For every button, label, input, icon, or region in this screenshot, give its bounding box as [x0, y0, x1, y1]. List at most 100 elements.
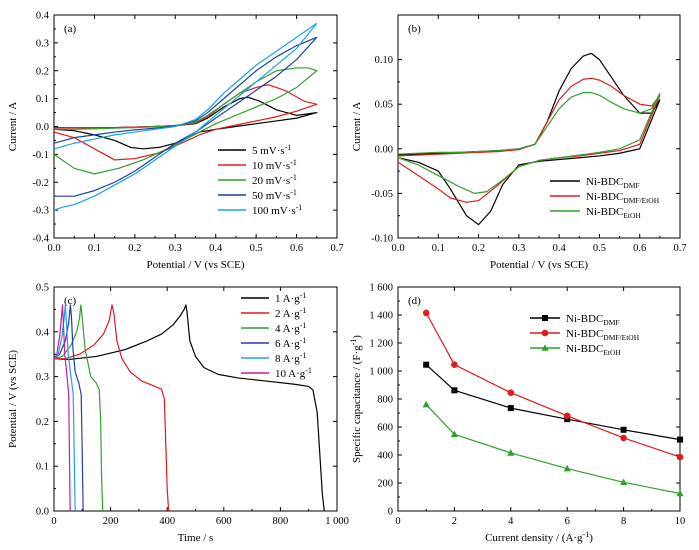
legend-entry: Ni-BDCDMF — [586, 176, 640, 190]
x-tick-label: 0.5 — [593, 243, 606, 254]
y-tick-label: -0.4 — [32, 234, 49, 245]
y-tick-label: 1 600 — [369, 283, 393, 294]
y-tick-label: 0.2 — [36, 417, 49, 428]
y-tick-label: 0.3 — [36, 372, 49, 383]
legend-entry: 10 mV·s-1 — [252, 158, 297, 172]
y-tick-label: 400 — [377, 451, 393, 462]
x-tick-label: 0 — [51, 516, 56, 527]
data-point — [450, 430, 458, 438]
y-tick-label: -0.10 — [371, 234, 393, 245]
series-line-3 — [53, 304, 104, 512]
y-axis-label: Specific capacitance / (F·g-1) — [349, 335, 363, 463]
y-tick-label: 0.2 — [36, 66, 49, 77]
y-tick-label: 0 — [388, 507, 393, 518]
series-line-2 — [54, 304, 170, 512]
x-tick-label: 0.2 — [472, 243, 485, 254]
x-tick-label: 200 — [103, 516, 119, 527]
data-point — [563, 464, 571, 472]
legend-entry: 1 A·g-1 — [275, 291, 306, 305]
x-tick-label: 2 — [452, 516, 457, 527]
x-tick-label: 0.4 — [209, 243, 223, 254]
legend-marker — [542, 315, 548, 321]
x-tick-label: 0.0 — [391, 243, 404, 254]
y-tick-label: -0.1 — [32, 150, 49, 161]
series-line-1 — [425, 364, 681, 441]
data-point — [564, 416, 571, 423]
x-tick-label: 0.3 — [512, 243, 525, 254]
legend-entry: 100 mV·s-1 — [252, 203, 302, 217]
plot-frame — [397, 286, 681, 512]
series-line-2 — [397, 77, 661, 203]
data-point — [563, 412, 571, 420]
y-tick-label: 800 — [377, 395, 393, 406]
y-tick-label: 0.3 — [36, 38, 49, 49]
x-tick-label: 1 000 — [325, 516, 349, 527]
x-tick-label: 800 — [273, 516, 289, 527]
legend-entry: 20 mV·s-1 — [252, 173, 297, 187]
panel-3-chart: 0 200 400 600 800 1 000 0.0 0.1 0.2 0.3 0.4 0.5 Time… — [7, 283, 349, 545]
y-tick-label: 0.1 — [36, 94, 49, 105]
legend-entry: Ni-BDCEtOH — [566, 343, 621, 357]
y-axis-label: Current / A — [7, 102, 19, 152]
x-tick-label: 400 — [159, 516, 175, 527]
y-tick-label: -0.2 — [32, 178, 49, 189]
y-tick-label: 0.0 — [36, 507, 49, 518]
series-line-5 — [53, 22, 318, 211]
legend-entry: Ni-BDCEtOH — [586, 206, 641, 220]
panel-1-chart: 0.0 0.1 0.2 0.3 0.4 0.5 0.6 0.7 -0.4 -0.3 -0.2 -0.1… — [7, 11, 344, 272]
data-point — [677, 436, 683, 443]
panel-2-chart: 0.0 0.1 0.2 0.3 0.4 0.5 0.6 0.7 -0.10 -0.05 0.00 0.… — [351, 14, 687, 271]
data-point — [423, 361, 430, 368]
legend-entry: 10 A·g-1 — [275, 366, 312, 380]
y-axis-label: Current / A — [351, 102, 363, 152]
y-tick-label: 1 400 — [369, 311, 393, 322]
x-tick-label: 4 — [508, 516, 514, 527]
y-tick-label: 0.4 — [36, 327, 50, 338]
data-point — [676, 453, 684, 461]
data-point — [620, 478, 628, 486]
y-tick-label: -0.05 — [371, 189, 393, 200]
y-tick-label: 0.0 — [36, 122, 49, 133]
legend-entry: 4 A·g-1 — [275, 321, 306, 335]
legend-entry: 8 A·g-1 — [275, 351, 306, 365]
y-tick-label: 0.5 — [36, 283, 49, 294]
data-point — [451, 387, 458, 394]
y-tick-label: 1 000 — [369, 367, 393, 378]
x-tick-label: 10 — [675, 516, 686, 527]
series-line-6 — [53, 304, 71, 512]
series-line-2 — [425, 312, 681, 458]
x-axis-label: Time / s — [178, 532, 214, 544]
x-tick-label: 0.0 — [47, 243, 60, 254]
data-point — [507, 405, 514, 412]
legend-entry: 50 mV·s-1 — [252, 188, 297, 202]
y-tick-label: 0.4 — [36, 11, 50, 22]
y-axis-label: Potential / V (vs SCE) — [7, 350, 19, 448]
legend-entry: 6 A·g-1 — [275, 336, 306, 350]
y-tick-label: 200 — [377, 479, 393, 490]
x-tick-label: 6 — [565, 516, 570, 527]
legend-marker — [541, 344, 549, 351]
x-tick-label: 0.6 — [633, 243, 646, 254]
legend-entry: Ni-BDCDMF/EtOH — [566, 328, 640, 342]
y-tick-label: 0.1 — [36, 462, 49, 473]
x-tick-label: 0.1 — [432, 243, 445, 254]
x-tick-label: 0.2 — [128, 243, 141, 254]
x-tick-label: 600 — [216, 516, 232, 527]
data-point — [507, 449, 515, 456]
legend-marker — [541, 329, 549, 337]
legend-entry: Ni-BDCDMF — [566, 313, 620, 327]
legend-entry: 2 A·g-1 — [275, 306, 306, 320]
x-axis-label: Potential / V (vs SCE) — [147, 259, 245, 271]
y-tick-label: 0.05 — [375, 100, 393, 111]
data-point — [620, 426, 627, 433]
x-tick-label: 0 — [395, 516, 400, 527]
x-tick-label: 0.4 — [553, 243, 567, 254]
y-tick-label: 600 — [377, 423, 393, 434]
x-tick-label: 0.7 — [673, 243, 686, 254]
data-point — [676, 489, 684, 497]
x-axis-label: Potential / V (vs SCE) — [490, 259, 588, 271]
panel-4-chart: 0 2 4 6 8 10 0 200 400 600 800 1 000 1 200 1 400 1 600… — [349, 283, 685, 545]
data-point — [507, 389, 515, 397]
legend-entry: 5 mV·s-1 — [252, 143, 291, 157]
